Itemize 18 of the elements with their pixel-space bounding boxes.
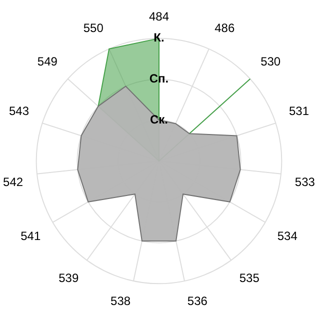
- spoke-label: 541: [20, 228, 41, 243]
- spoke-label: 533: [294, 174, 316, 189]
- y-tick-label: К.: [154, 30, 164, 45]
- spoke-label: 539: [58, 271, 79, 286]
- spoke-label: 536: [187, 294, 208, 308]
- spoke-label: 542: [3, 174, 24, 189]
- spoke-label: 535: [239, 271, 260, 286]
- y-tick-label: Сп.: [149, 72, 169, 86]
- spoke-label: 549: [37, 54, 58, 69]
- spoke-label: 550: [83, 21, 104, 36]
- spoke-label: 543: [8, 104, 30, 118]
- spoke-label: 534: [277, 228, 298, 243]
- spoke-label: 538: [110, 294, 131, 308]
- spoke-label: 530: [260, 54, 281, 69]
- spoke-label: 484: [148, 9, 170, 24]
- spoke-label: 486: [214, 21, 235, 36]
- spoke-label: 531: [288, 104, 310, 118]
- y-tick-label: Ск.: [150, 112, 168, 126]
